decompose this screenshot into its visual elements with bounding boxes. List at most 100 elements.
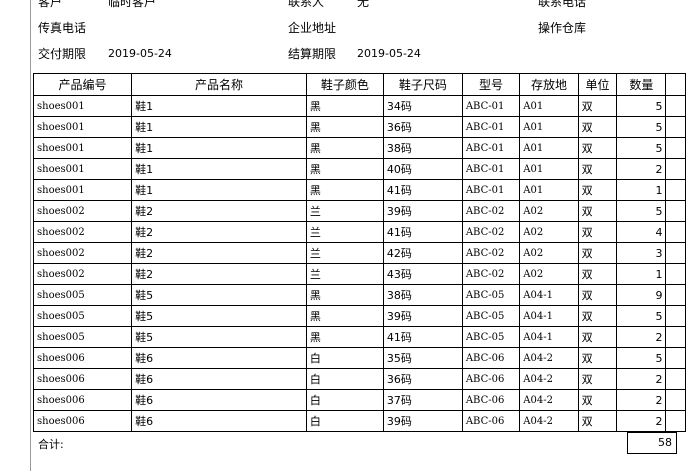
spacer-cell bbox=[665, 284, 686, 306]
table-cell: 2 bbox=[616, 410, 667, 432]
table-cell: 鞋5 bbox=[131, 284, 307, 306]
table-cell: 鞋2 bbox=[131, 221, 307, 243]
table-cell: A01 bbox=[519, 116, 579, 138]
table-cell: 双 bbox=[577, 368, 618, 390]
table-cell: 5 bbox=[616, 116, 667, 138]
table-cell: A02 bbox=[519, 263, 579, 285]
table-cell: 白 bbox=[305, 410, 384, 432]
table-cell: A02 bbox=[519, 221, 579, 243]
info-label: 联系电话 bbox=[538, 0, 587, 9]
table-cell: A02 bbox=[519, 242, 579, 264]
table-cell: 5 bbox=[616, 305, 667, 327]
info-label: 传真电话 bbox=[38, 21, 87, 35]
total-value: 58 bbox=[627, 432, 677, 454]
table-cell: 黑 bbox=[305, 116, 384, 138]
table-cell: ABC-01 bbox=[461, 158, 521, 180]
info-label: 操作仓库 bbox=[538, 21, 587, 35]
table-cell: 36码 bbox=[382, 116, 463, 138]
info-label: 企业地址 bbox=[288, 21, 337, 35]
table-cell: ABC-06 bbox=[461, 389, 521, 411]
info-label: 结算期限 bbox=[288, 47, 337, 61]
table-cell: A02 bbox=[519, 200, 579, 222]
table-cell: A04-2 bbox=[519, 368, 579, 390]
table-cell: shoes001 bbox=[32, 116, 133, 138]
spacer-cell bbox=[665, 389, 686, 411]
table-cell: 黑 bbox=[305, 95, 384, 117]
table-cell: ABC-06 bbox=[461, 347, 521, 369]
table-cell: 1 bbox=[616, 263, 667, 285]
table-cell: shoes002 bbox=[32, 221, 133, 243]
table-row: shoes006 鞋6 白 39码 ABC-06 A04-2 双 2 bbox=[32, 410, 686, 432]
info-value: 临时客户 bbox=[108, 0, 157, 9]
table-cell: 鞋2 bbox=[131, 263, 307, 285]
column-header: 存放地 bbox=[519, 73, 579, 96]
table-cell: 38码 bbox=[382, 137, 463, 159]
table-cell: shoes006 bbox=[32, 347, 133, 369]
table-cell: 鞋5 bbox=[131, 305, 307, 327]
table-cell: 鞋6 bbox=[131, 410, 307, 432]
table-cell: ABC-02 bbox=[461, 221, 521, 243]
table-cell: 黑 bbox=[305, 179, 384, 201]
table-cell: 5 bbox=[616, 347, 667, 369]
spacer-cell bbox=[665, 305, 686, 327]
table-row: shoes006 鞋6 白 37码 ABC-06 A04-2 双 2 bbox=[32, 389, 686, 411]
table-cell: shoes006 bbox=[32, 410, 133, 432]
table-cell: shoes006 bbox=[32, 368, 133, 390]
spacer-cell bbox=[665, 73, 686, 96]
header-row: 产品编号 产品名称 鞋子颜色 鞋子尺码 型号 存放地 单位 数量 bbox=[32, 73, 686, 96]
table-cell: 双 bbox=[577, 221, 618, 243]
table-cell: 3 bbox=[616, 242, 667, 264]
table-cell: ABC-01 bbox=[461, 137, 521, 159]
spacer-cell bbox=[665, 368, 686, 390]
table-cell: A01 bbox=[519, 158, 579, 180]
table-cell: 双 bbox=[577, 95, 618, 117]
table-cell: ABC-06 bbox=[461, 368, 521, 390]
table-cell: A04-1 bbox=[519, 326, 579, 348]
table-row: shoes002 鞋2 兰 39码 ABC-02 A02 双 5 bbox=[32, 200, 686, 222]
column-header: 型号 bbox=[461, 73, 521, 96]
spacer-cell bbox=[665, 326, 686, 348]
info-label: 交付期限 bbox=[38, 47, 87, 61]
table-cell: shoes002 bbox=[32, 242, 133, 264]
table-cell: 黑 bbox=[305, 284, 384, 306]
table-cell: 黑 bbox=[305, 158, 384, 180]
table-cell: 鞋1 bbox=[131, 158, 307, 180]
table-cell: ABC-01 bbox=[461, 95, 521, 117]
table-cell: 双 bbox=[577, 347, 618, 369]
table-cell: 双 bbox=[577, 116, 618, 138]
table-cell: 37码 bbox=[382, 389, 463, 411]
table-cell: shoes002 bbox=[32, 200, 133, 222]
table-cell: A01 bbox=[519, 179, 579, 201]
table-cell: A04-2 bbox=[519, 347, 579, 369]
table-cell: shoes005 bbox=[32, 284, 133, 306]
table-cell: 白 bbox=[305, 368, 384, 390]
table-cell: 2 bbox=[616, 389, 667, 411]
table-cell: 9 bbox=[616, 284, 667, 306]
table-cell: 双 bbox=[577, 326, 618, 348]
table-cell: ABC-02 bbox=[461, 263, 521, 285]
spacer-cell bbox=[665, 200, 686, 222]
table-cell: ABC-06 bbox=[461, 410, 521, 432]
table-cell: 鞋6 bbox=[131, 347, 307, 369]
table-cell: shoes001 bbox=[32, 179, 133, 201]
total-label: 合计: bbox=[38, 438, 64, 451]
table-cell: 兰 bbox=[305, 200, 384, 222]
spacer-cell bbox=[665, 95, 686, 117]
table-cell: 双 bbox=[577, 200, 618, 222]
table-cell: A04-2 bbox=[519, 389, 579, 411]
table-cell: 2 bbox=[616, 158, 667, 180]
table-cell: 39码 bbox=[382, 305, 463, 327]
table-cell: 42码 bbox=[382, 242, 463, 264]
spacer-cell bbox=[665, 137, 686, 159]
table-cell: shoes005 bbox=[32, 326, 133, 348]
table-cell: 鞋2 bbox=[131, 242, 307, 264]
table-cell: shoes001 bbox=[32, 137, 133, 159]
table-cell: 双 bbox=[577, 410, 618, 432]
table-cell: 40码 bbox=[382, 158, 463, 180]
table-cell: A04-1 bbox=[519, 305, 579, 327]
table-cell: ABC-05 bbox=[461, 305, 521, 327]
column-header: 鞋子尺码 bbox=[382, 73, 463, 96]
table-cell: ABC-01 bbox=[461, 116, 521, 138]
table-cell: 41码 bbox=[382, 221, 463, 243]
